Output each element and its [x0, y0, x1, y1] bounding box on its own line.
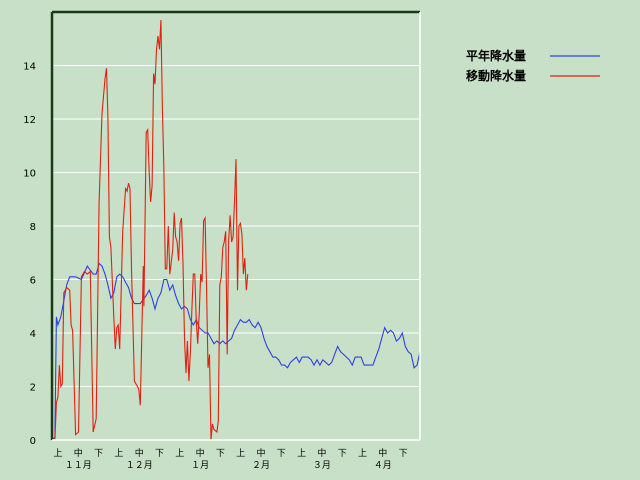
y-tick-label: 4	[30, 329, 36, 340]
legend-label-moving: 移動降水量	[466, 68, 526, 83]
series-line-0	[51, 262, 421, 441]
x-axis-ticks: 上中下上中下上中下上中下上中下上中下１１月 １２月 １月 ２月 ３月 ４月	[53, 447, 407, 471]
y-tick-label: 2	[30, 383, 36, 394]
y-tick-label: 12	[23, 115, 36, 126]
x-period-label: 上	[236, 448, 245, 459]
x-period-label: 上	[114, 448, 123, 459]
x-month-label: ２月	[252, 460, 270, 471]
y-tick-label: 10	[23, 169, 36, 180]
y-tick-label: 14	[23, 62, 36, 73]
x-period-label: 下	[338, 449, 347, 459]
y-axis-ticks: 0 2 4 6 8 10 12 14	[23, 62, 36, 448]
x-period-label: 下	[94, 449, 103, 459]
x-period-label: 中	[74, 447, 83, 459]
x-month-label: １１月	[65, 460, 92, 471]
x-period-label: 中	[256, 447, 265, 459]
x-month-label: ３月	[313, 460, 331, 471]
x-period-label: 下	[399, 449, 408, 459]
x-period-label: 上	[53, 448, 62, 459]
x-period-label: 中	[135, 447, 144, 459]
plot-frame	[50, 10, 421, 441]
x-period-label: 中	[317, 447, 326, 459]
x-month-label: １月	[191, 460, 209, 471]
x-period-label: 下	[216, 449, 225, 459]
x-month-label: １２月	[126, 460, 153, 471]
series-lines	[51, 19, 421, 441]
y-tick-label: 8	[30, 222, 36, 233]
x-period-label: 下	[277, 449, 286, 459]
x-period-label: 上	[297, 448, 306, 459]
y-tick-label: 6	[30, 276, 36, 287]
series-line-1	[52, 19, 249, 441]
x-month-label: ４月	[374, 460, 392, 471]
grid-lines	[52, 65, 420, 387]
x-period-label: 中	[378, 447, 387, 459]
legend-label-normal: 平年降水量	[466, 48, 526, 63]
x-period-label: 上	[358, 448, 367, 459]
x-period-label: 下	[155, 449, 164, 459]
y-tick-label: 0	[30, 436, 36, 447]
x-period-label: 上	[175, 448, 184, 459]
legend: 平年降水量 移動降水量	[466, 48, 600, 83]
x-period-label: 中	[196, 447, 205, 459]
